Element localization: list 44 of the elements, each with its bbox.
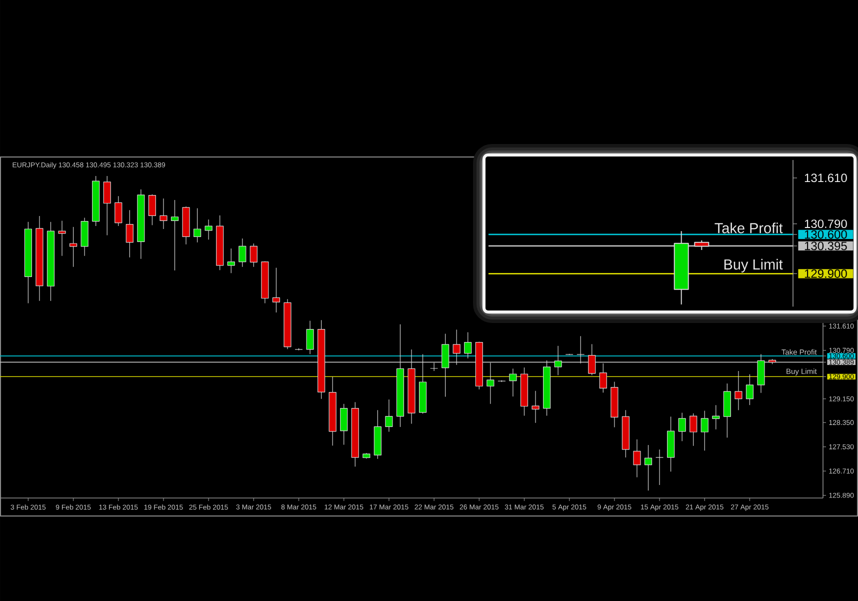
candlestick — [114, 196, 122, 226]
candlestick — [238, 238, 246, 268]
candlestick — [385, 399, 393, 432]
candlestick — [734, 370, 742, 410]
candlestick — [509, 368, 517, 397]
candlestick — [588, 344, 596, 376]
candlestick — [160, 198, 168, 230]
candlestick — [442, 333, 450, 398]
candlestick — [464, 332, 472, 359]
candlestick — [306, 320, 314, 354]
candlestick — [656, 449, 664, 486]
candlestick — [126, 210, 134, 258]
ref-line-label: Take Profit — [714, 222, 783, 234]
candlestick — [554, 346, 562, 376]
candlestick — [250, 243, 258, 268]
y-tick-label: 129.900 — [804, 269, 847, 278]
candlestick — [700, 410, 708, 451]
candlestick — [678, 412, 686, 442]
candlestick — [712, 404, 720, 430]
ref-line-label: Buy Limit — [724, 258, 783, 272]
candlestick — [532, 390, 540, 424]
candlestick — [452, 329, 460, 366]
y-tick-label: 130.790 — [804, 220, 847, 228]
y-tick-label: 130.395 — [804, 242, 847, 250]
candlestick — [194, 208, 202, 243]
candlestick — [599, 363, 607, 393]
candlestick — [340, 404, 348, 446]
candlestick — [746, 374, 754, 406]
y-tick-label: 130.600 — [804, 230, 847, 239]
candlestick — [272, 267, 280, 313]
candlestick — [69, 226, 78, 268]
candlestick — [644, 444, 652, 491]
candlestick — [103, 176, 111, 236]
candlestick — [170, 200, 179, 271]
candlestick — [148, 194, 156, 226]
candlestick — [58, 220, 66, 256]
candlestick — [633, 439, 641, 478]
candlestick — [486, 362, 494, 404]
candlestick — [430, 362, 438, 372]
candlestick — [576, 336, 584, 364]
candlestick — [690, 413, 698, 446]
candlestick — [227, 248, 235, 274]
y-tick-label: 131.610 — [804, 174, 847, 182]
candlestick — [204, 219, 212, 240]
